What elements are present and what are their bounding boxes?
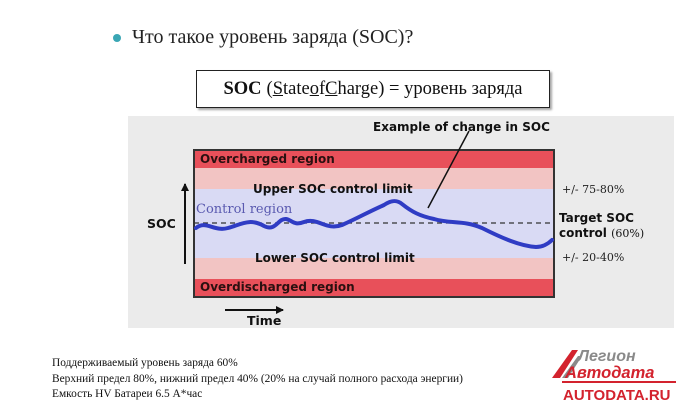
target-control-word: control: [559, 226, 607, 240]
state-initial: S: [272, 78, 283, 99]
bullet-icon: [113, 34, 121, 42]
target-control-label: control (60%): [559, 226, 644, 240]
state-rest: tate: [283, 78, 310, 99]
example-label: Example of change in SOC: [373, 120, 550, 134]
charge-initial: C: [325, 78, 338, 99]
target-soc-label: Target SOC: [559, 211, 634, 225]
overdischarged-band: [194, 279, 554, 297]
charge-rest: harge: [337, 78, 379, 99]
target-control-pct: (60%): [611, 227, 644, 240]
logo-swoosh-icon: [552, 350, 578, 378]
logo-line-1: Легион: [577, 348, 636, 365]
of-initial: o: [309, 78, 319, 99]
control-region-label: Control region: [196, 202, 293, 217]
logo-swoosh-gray-icon: [562, 356, 582, 378]
soc-diagram: Example of change in SOC Overcharged reg…: [147, 120, 644, 328]
footer-notes: Поддерживаемый уровень заряда 60% Верхни…: [52, 356, 463, 403]
lower-limit-label: Lower SOC control limit: [255, 251, 415, 265]
slide-title: Что такое уровень заряда (SOC)?: [113, 24, 413, 50]
overdischarged-label: Overdischarged region: [200, 280, 355, 294]
soc-abbr: SOC: [223, 78, 262, 99]
slide-title-text: Что такое уровень заряда (SOC)?: [132, 25, 414, 48]
overcharged-label: Overcharged region: [200, 152, 335, 166]
upper-range-label: +/- 75-80%: [562, 183, 624, 196]
overcharged-band: [194, 150, 554, 168]
footer-line-2: Верхний предел 80%, нижний предел 40% (2…: [52, 372, 463, 385]
legion-avtodata-logo: Легион Автодата AUTODATA.RU: [552, 348, 676, 404]
soc-curve: [194, 199, 554, 249]
lower-warning-band: [194, 258, 554, 279]
upper-limit-label: Upper SOC control limit: [253, 182, 413, 196]
definition-tail: ) = уровень заряда: [378, 78, 523, 99]
soc-diagram-panel: Example of change in SOC Overcharged reg…: [128, 116, 674, 328]
logo-line-3: AUTODATA.RU: [563, 387, 671, 404]
footer-line-3: Емкость HV Батареи 6.5 А*час: [52, 388, 203, 400]
of-rest: f: [318, 78, 326, 99]
logo-line-2: Автодата: [564, 364, 654, 382]
definition-paren: (: [266, 78, 273, 99]
footer-line-1: Поддерживаемый уровень заряда 60%: [52, 357, 238, 369]
time-axis-label: Time: [247, 313, 281, 328]
upper-warning-band: [194, 168, 554, 189]
lower-range-label: +/- 20-40%: [562, 251, 624, 264]
soc-axis-label: SOC: [147, 216, 176, 231]
example-pointer-line: [427, 130, 470, 209]
